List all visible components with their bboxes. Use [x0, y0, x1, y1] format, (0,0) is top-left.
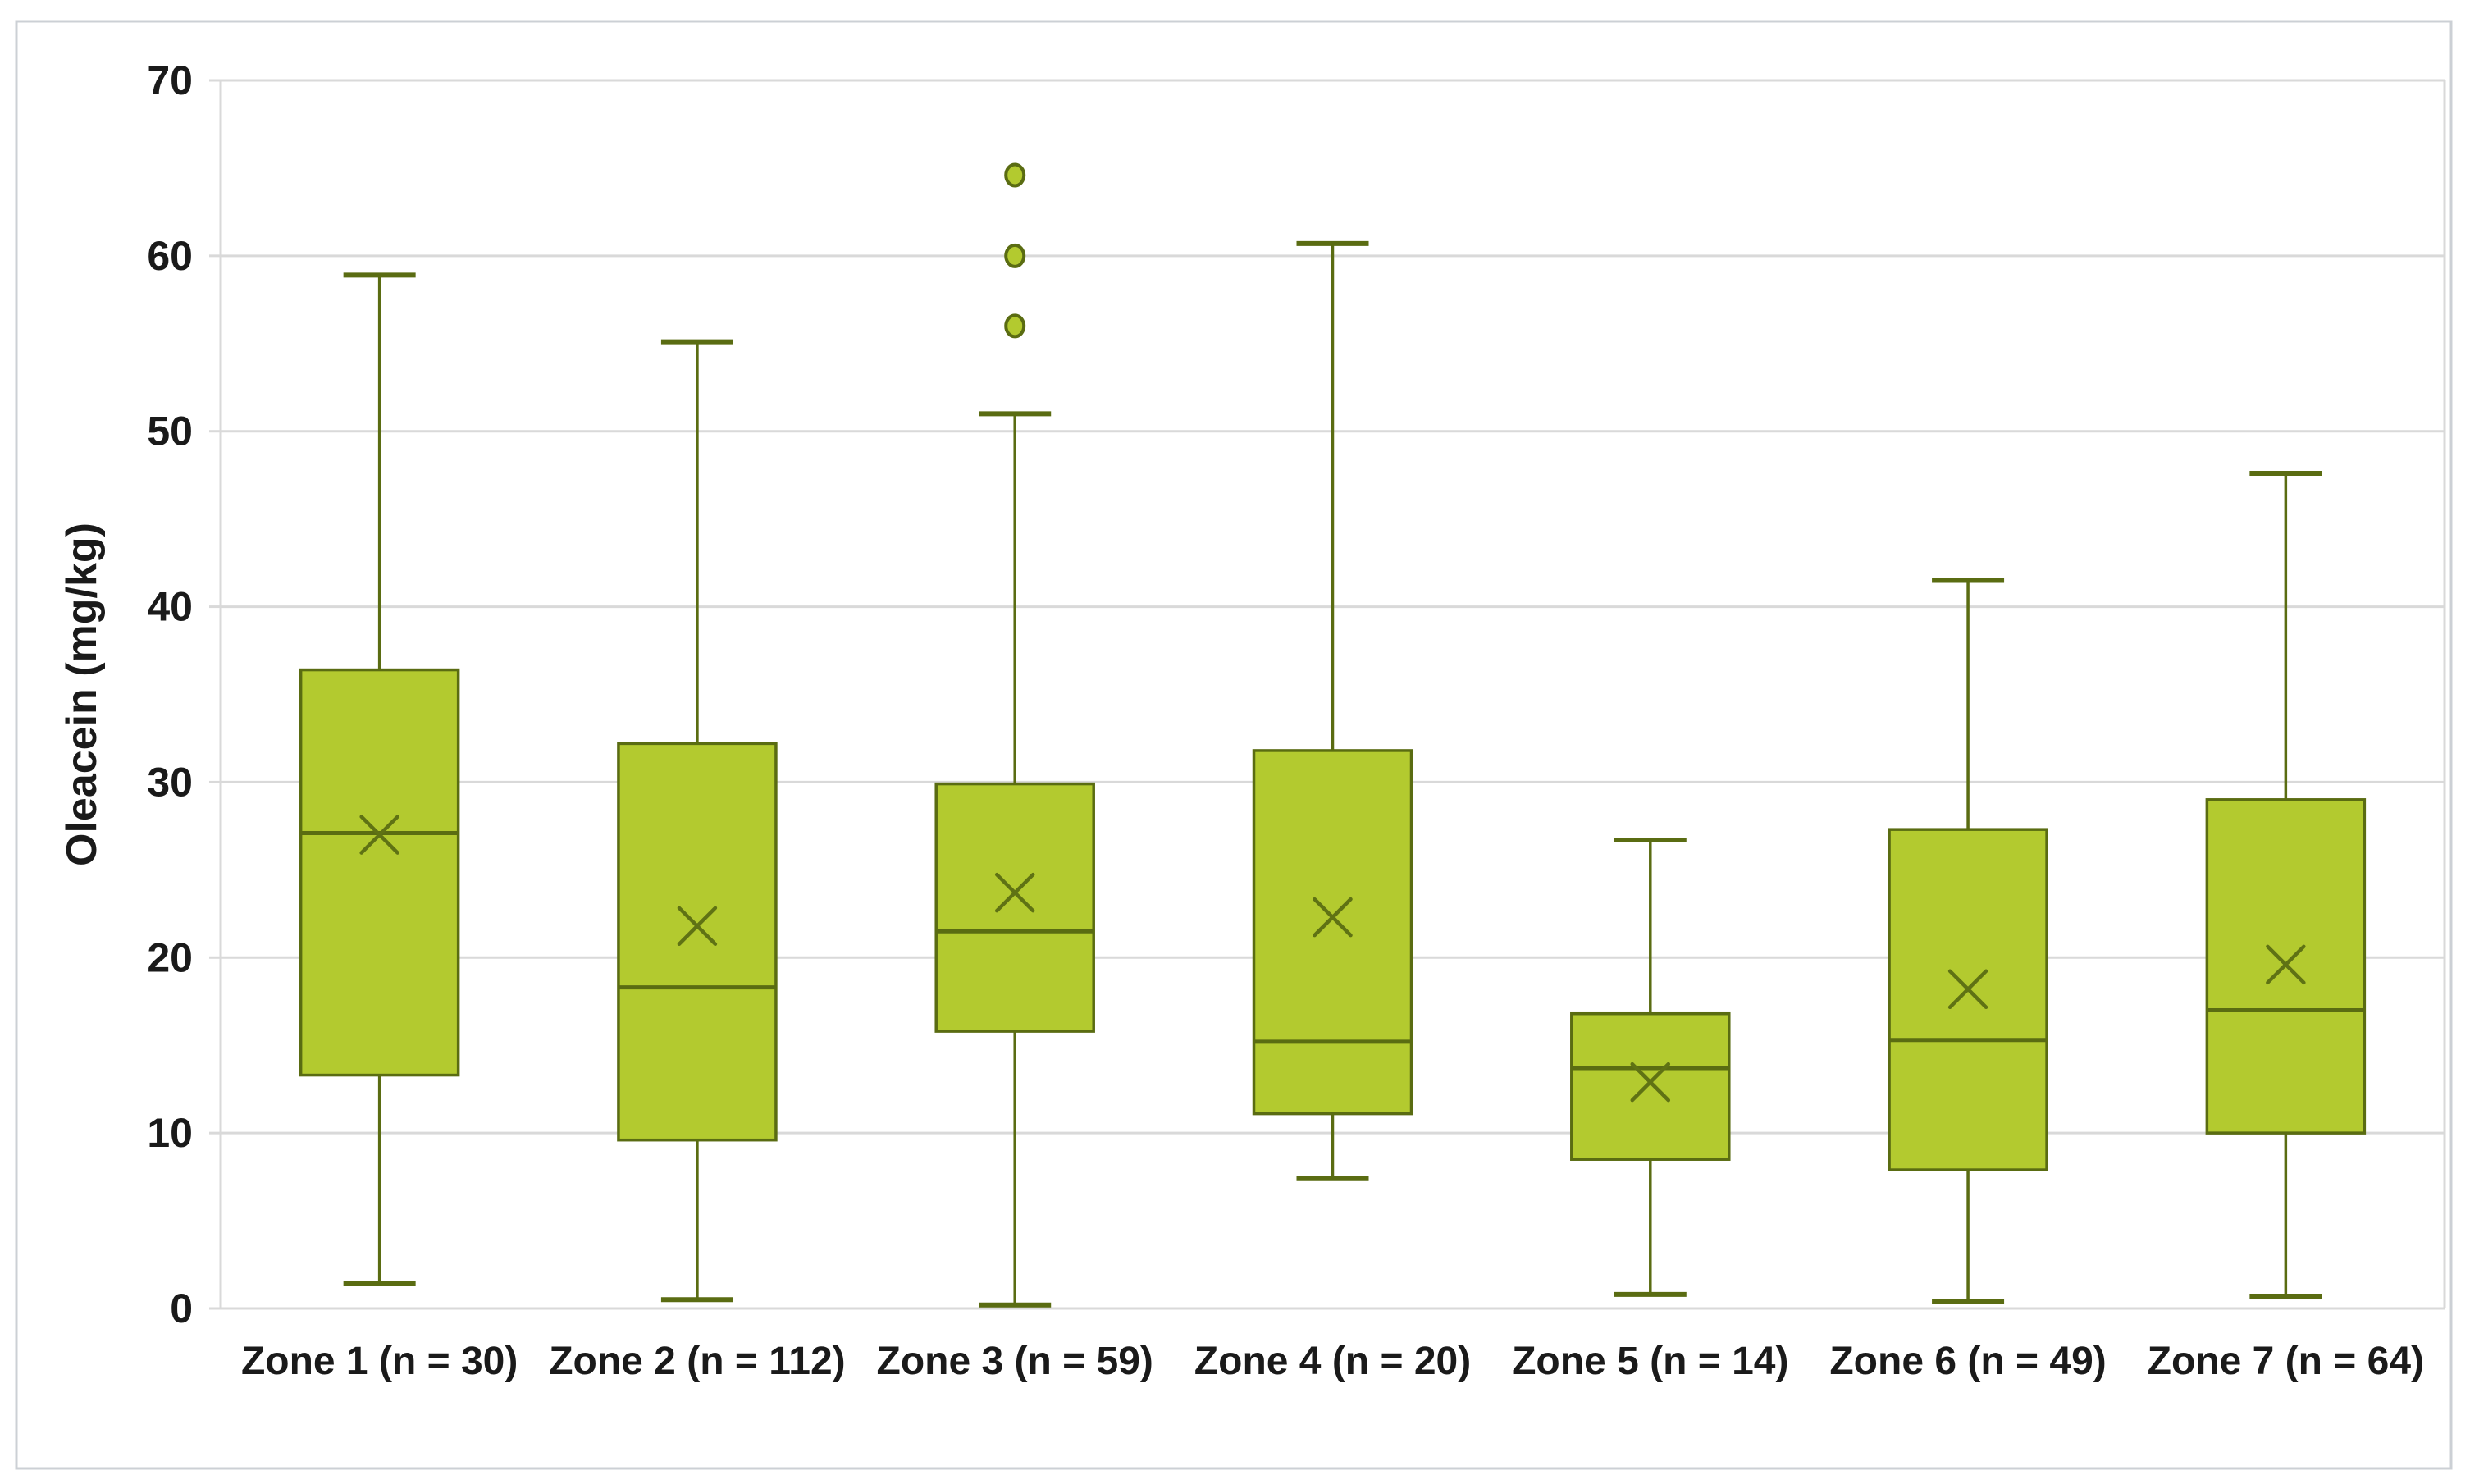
y-tick-label-20: 20: [147, 934, 193, 980]
category-label-zone-2: Zone 2 (n = 112): [549, 1340, 845, 1383]
category-label-zone-6: Zone 6 (n = 49): [1829, 1340, 2106, 1383]
boxplot-zone-4: [1252, 240, 1413, 1181]
mean-x-marker: [1947, 969, 1988, 1010]
box-iqr: [1252, 749, 1413, 1116]
mean-x-marker: [677, 906, 718, 947]
outlier-dot: [1004, 243, 1026, 268]
mean-x-marker: [1313, 897, 1353, 938]
box-iqr: [1570, 1011, 1731, 1161]
boxplot-zone-3: [934, 162, 1095, 1308]
boxplot-zone-1: [299, 272, 460, 1287]
mean-x-marker: [2266, 944, 2306, 985]
y-tick-label-10: 10: [147, 1110, 193, 1156]
y-axis-title: Oleacein (mg/kg): [58, 523, 106, 866]
y-tick-label-70: 70: [147, 57, 193, 103]
figure-border: [15, 20, 2453, 1470]
mean-x-marker: [359, 815, 399, 855]
category-label-zone-4: Zone 4 (n = 20): [1194, 1340, 1471, 1383]
outlier-dot: [1004, 313, 1026, 339]
y-tick-label-0: 0: [170, 1285, 193, 1331]
category-label-zone-7: Zone 7 (n = 64): [2148, 1340, 2424, 1383]
category-label-zone-1: Zone 1 (n = 30): [241, 1340, 518, 1383]
boxplot-zone-2: [617, 339, 778, 1303]
box-iqr: [617, 742, 778, 1142]
category-label-zone-3: Zone 3 (n = 59): [877, 1340, 1153, 1383]
y-tick-label-60: 60: [147, 233, 193, 279]
box-iqr: [934, 782, 1095, 1033]
y-tick-label-40: 40: [147, 584, 193, 630]
mean-x-marker: [994, 872, 1035, 913]
outlier-dot: [1004, 162, 1026, 188]
category-label-zone-5: Zone 5 (n = 14): [1512, 1340, 1788, 1383]
mean-x-marker: [1630, 1062, 1671, 1103]
box-iqr: [1888, 828, 2048, 1171]
y-tick-label-30: 30: [147, 759, 193, 805]
y-tick-label-50: 50: [147, 409, 193, 454]
boxplot-zone-6: [1888, 578, 2048, 1304]
boxplot-zone-5: [1570, 838, 1731, 1297]
box-iqr: [299, 668, 460, 1077]
boxplot-zone-7: [2205, 471, 2367, 1299]
